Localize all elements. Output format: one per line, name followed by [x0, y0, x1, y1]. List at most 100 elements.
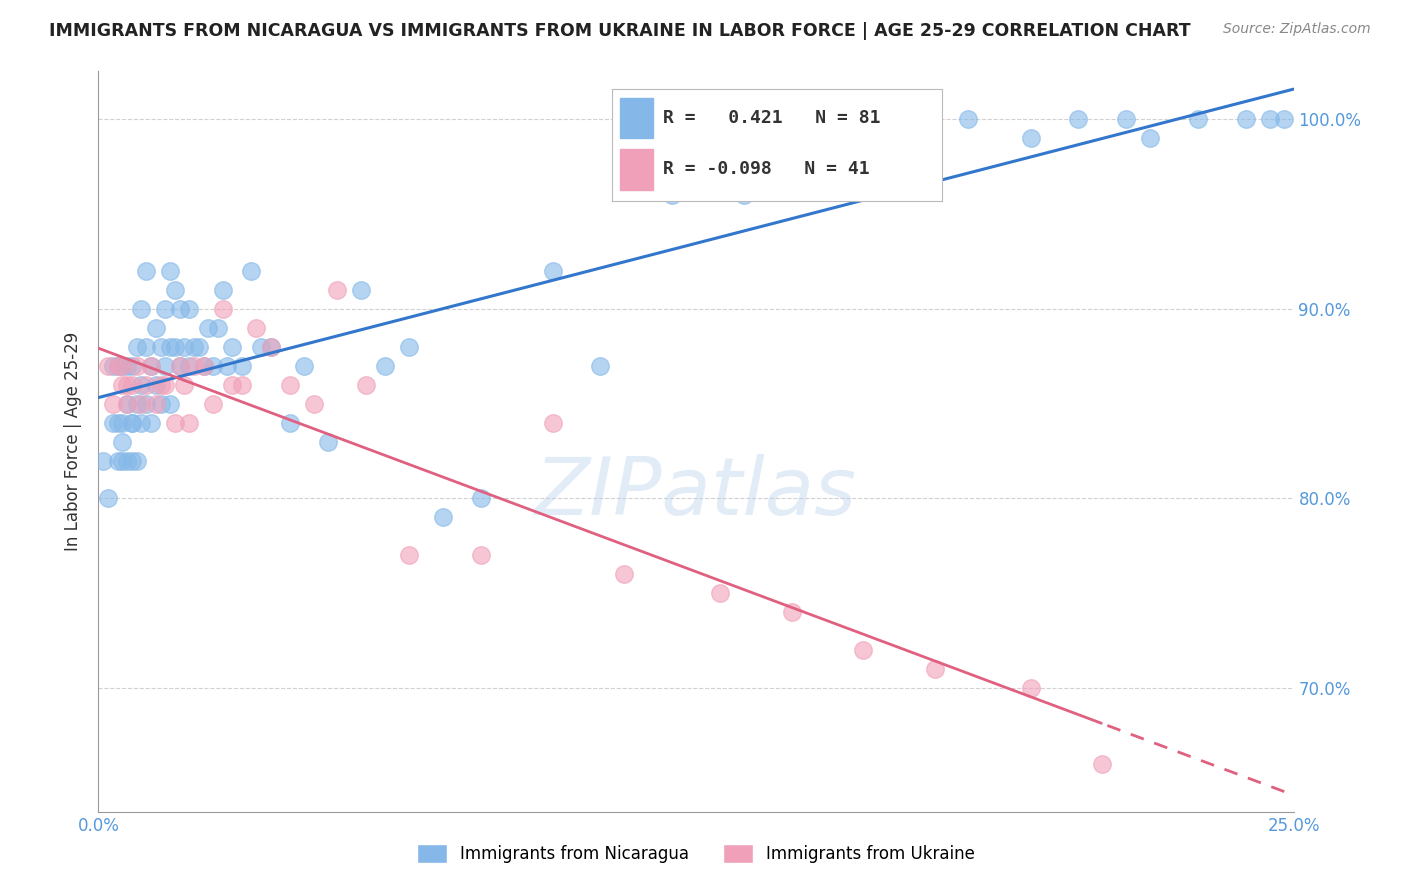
Point [135, 263, 157, 277]
Point [135, 377, 157, 392]
Point [155, 377, 177, 392]
Point [125, 359, 148, 373]
Y-axis label: In Labor Force | Age 25-29: In Labor Force | Age 25-29 [65, 332, 83, 551]
Point [145, 320, 167, 334]
Point [121, 359, 143, 373]
Point [173, 377, 195, 392]
Point [149, 396, 172, 410]
Point [350, 283, 373, 297]
Point [250, 340, 273, 354]
Point [111, 377, 134, 392]
Point [231, 359, 253, 373]
Point [139, 359, 162, 373]
Text: R = -0.098   N = 41: R = -0.098 N = 41 [662, 161, 869, 178]
Point [139, 416, 162, 430]
Point [97, 359, 120, 373]
Point [354, 377, 377, 392]
Point [292, 359, 315, 373]
Legend: Immigrants from Nicaragua, Immigrants from Ukraine: Immigrants from Nicaragua, Immigrants fr… [411, 838, 981, 870]
Point [217, 359, 239, 373]
Point [183, 340, 205, 354]
Point [115, 359, 138, 373]
Point [169, 359, 191, 373]
Point [111, 359, 134, 373]
Point [1019, 130, 1042, 145]
Point [1019, 681, 1042, 696]
Point [121, 377, 143, 392]
Point [398, 549, 420, 563]
Point [107, 416, 129, 430]
Point [924, 662, 946, 676]
Point [101, 396, 124, 410]
Point [155, 359, 177, 373]
Point [145, 377, 167, 392]
Point [121, 453, 143, 467]
Point [231, 377, 253, 392]
Point [187, 340, 209, 354]
Point [1115, 112, 1137, 126]
Point [101, 416, 124, 430]
Point [1091, 757, 1114, 772]
Text: R =   0.421   N = 81: R = 0.421 N = 81 [662, 109, 880, 128]
Point [541, 416, 564, 430]
Point [278, 416, 301, 430]
Point [398, 340, 420, 354]
Point [111, 416, 134, 430]
Point [1139, 130, 1161, 145]
Point [107, 359, 129, 373]
Point [852, 643, 875, 657]
Point [111, 434, 134, 449]
Point [374, 359, 396, 373]
Point [135, 340, 157, 354]
Point [149, 340, 172, 354]
Point [121, 416, 143, 430]
Point [1272, 112, 1295, 126]
Point [207, 320, 229, 334]
Point [193, 359, 215, 373]
Point [125, 340, 148, 354]
Text: IMMIGRANTS FROM NICARAGUA VS IMMIGRANTS FROM UKRAINE IN LABOR FORCE | AGE 25-29 : IMMIGRANTS FROM NICARAGUA VS IMMIGRANTS … [49, 22, 1191, 40]
Point [211, 301, 233, 316]
Point [202, 359, 225, 373]
Point [149, 377, 172, 392]
Point [1187, 112, 1209, 126]
Point [245, 320, 267, 334]
Point [115, 396, 138, 410]
Point [131, 301, 153, 316]
Point [169, 301, 191, 316]
Point [259, 340, 281, 354]
Point [432, 510, 454, 524]
Point [125, 453, 148, 467]
Point [900, 130, 922, 145]
Point [111, 359, 134, 373]
Point [131, 416, 153, 430]
Point [115, 453, 138, 467]
Point [179, 359, 201, 373]
Point [278, 377, 301, 392]
Point [101, 359, 124, 373]
Point [1067, 112, 1090, 126]
Point [240, 263, 263, 277]
Point [107, 359, 129, 373]
Point [115, 396, 138, 410]
Point [1258, 112, 1281, 126]
Point [709, 586, 731, 600]
Text: ZIPatlas: ZIPatlas [534, 454, 858, 533]
Point [155, 301, 177, 316]
Point [135, 396, 157, 410]
Point [828, 112, 851, 126]
Point [470, 491, 492, 506]
Point [316, 434, 339, 449]
Point [145, 396, 167, 410]
Point [179, 416, 201, 430]
Point [259, 340, 281, 354]
Bar [620, 149, 652, 189]
Point [115, 377, 138, 392]
Point [326, 283, 349, 297]
Point [221, 340, 243, 354]
Point [470, 549, 492, 563]
Point [163, 416, 186, 430]
Point [131, 396, 153, 410]
Point [159, 340, 181, 354]
Point [202, 396, 225, 410]
